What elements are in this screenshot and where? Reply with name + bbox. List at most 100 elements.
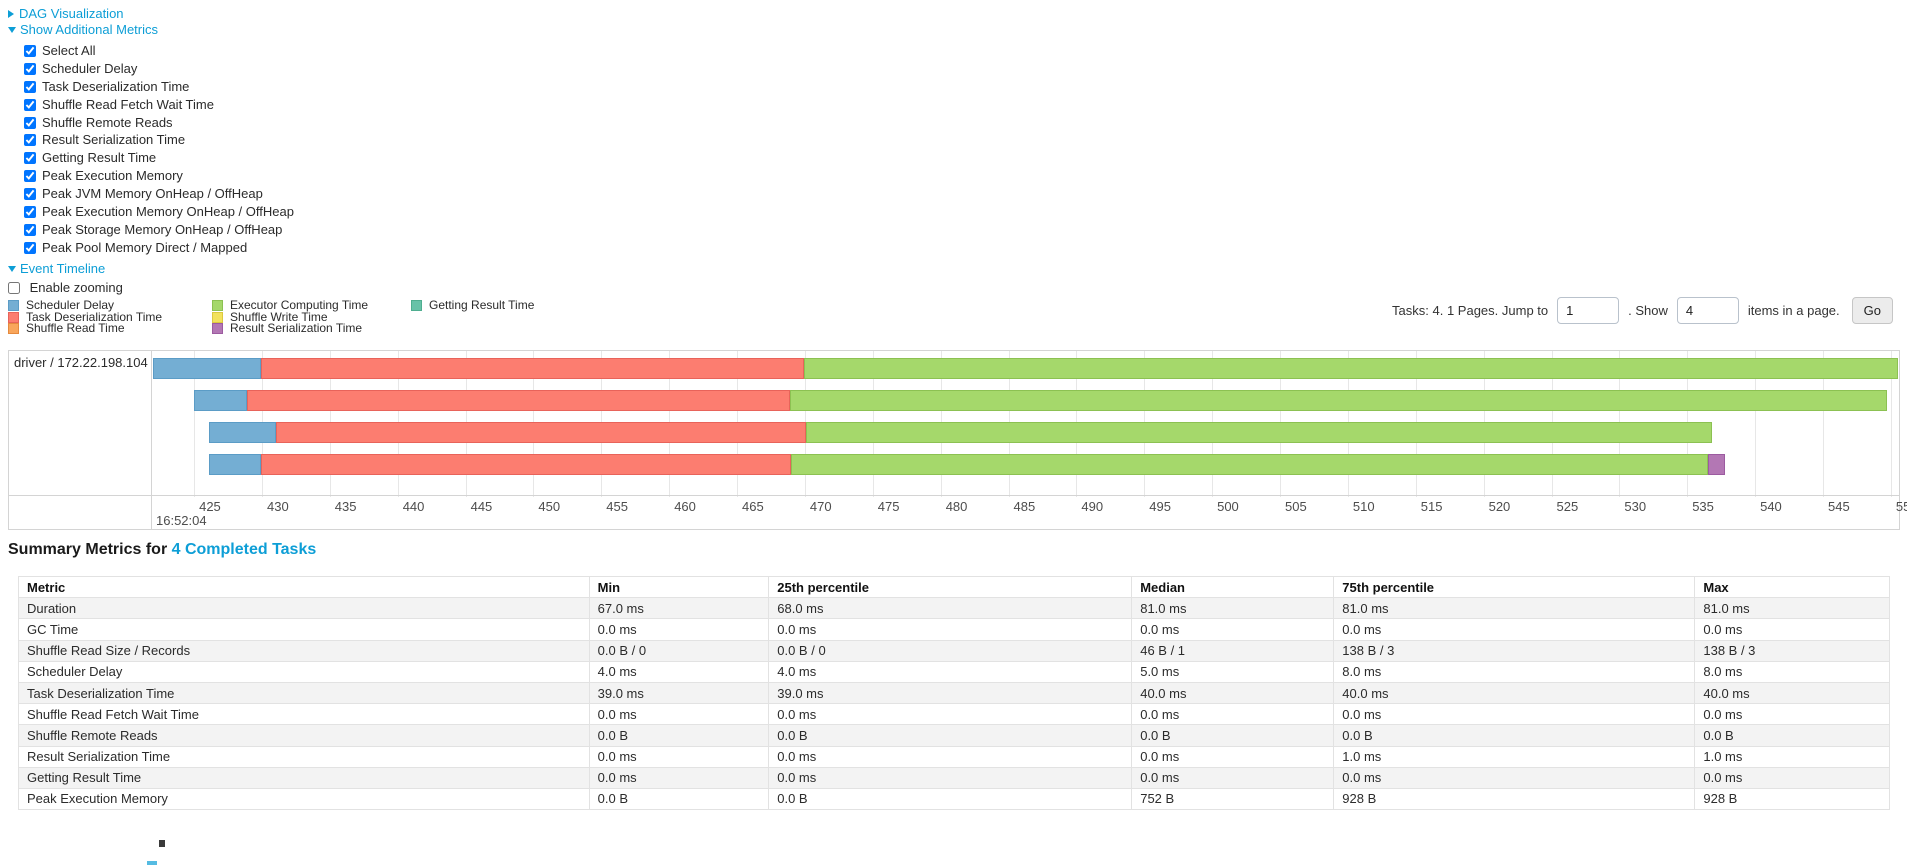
axis-tick-label: 510 (1352, 499, 1375, 514)
metric-name-cell: Scheduler Delay (18, 660, 590, 683)
metric-option-shuffle-remote-reads: Shuffle Remote Reads (24, 114, 294, 132)
legend-item-shuffle-write: Shuffle Write Time (212, 311, 397, 324)
metric-value-cell: 0.0 ms (1131, 766, 1335, 789)
metric-checkbox[interactable] (24, 223, 36, 236)
task-pagination: Tasks: 4. 1 Pages. Jump to . Show items … (1388, 294, 1893, 326)
metric-value-cell: 752 B (1131, 787, 1335, 811)
event-timeline-link[interactable]: Event Timeline (20, 260, 106, 276)
legend-column: Scheduler Delay Task Deserialization Time… (8, 298, 198, 335)
legend-item-getting-result: Getting Result Time (411, 299, 534, 312)
metric-checkbox[interactable] (24, 134, 36, 147)
legend-swatch-icon (8, 323, 19, 335)
metric-checkbox[interactable] (24, 116, 36, 129)
metric-option-shuffle-read-fetch-wait-time: Shuffle Read Fetch Wait Time (24, 96, 294, 114)
axis-tick-label: 535 (1692, 499, 1714, 514)
metric-value-cell: 0.0 ms (768, 745, 1133, 768)
jump-to-page-input[interactable] (1557, 296, 1620, 324)
completed-tasks-link[interactable]: 4 Completed Tasks (171, 541, 317, 558)
metric-value-cell: 928 B (1694, 787, 1890, 811)
go-button[interactable]: Go (1851, 296, 1893, 324)
legend-label: Task Deserialization Time (26, 309, 163, 324)
axis-tick-label: 475 (877, 499, 900, 514)
metric-value-cell: 138 B / 3 (1333, 639, 1696, 662)
timeline-task-row (152, 454, 1899, 475)
show-additional-metrics-link[interactable]: Show Additional Metrics (20, 22, 159, 37)
timeline-task-row (152, 422, 1899, 443)
metric-value-cell: 40.0 ms (1694, 681, 1890, 705)
column-header-metric: Metric (18, 575, 590, 599)
legend-column: Getting Result Time (411, 299, 534, 335)
stage-controls: DAG Visualization Show Additional Metric… (8, 6, 294, 296)
event-timeline-toggle[interactable]: Event Timeline (8, 261, 294, 277)
metric-checkbox[interactable] (24, 241, 36, 254)
axis-tick-label: 450 (538, 499, 561, 514)
metric-value-cell: 4.0 ms (588, 660, 770, 683)
task-segment-scheduler-delay[interactable] (194, 390, 247, 411)
metric-checkbox[interactable] (24, 188, 36, 201)
metric-value-cell: 0.0 B (1694, 724, 1890, 747)
task-segment-scheduler-delay[interactable] (209, 422, 276, 443)
table-row: Getting Result Time 0.0 ms 0.0 ms 0.0 ms 0.0… (18, 766, 1890, 789)
metric-value-cell: 5.0 ms (1131, 660, 1335, 683)
metric-option-getting-result-time: Getting Result Time (24, 149, 294, 167)
task-segment-task-deserialization[interactable] (275, 422, 807, 443)
metric-name-cell: Peak Execution Memory (18, 787, 590, 811)
timeline-task-row (152, 358, 1899, 379)
column-header-min: Min (588, 575, 770, 599)
metric-checkbox[interactable] (24, 170, 36, 183)
summary-title-prefix: Summary Metrics for (8, 541, 172, 558)
event-timeline-chart: driver / 172.22.198.104 16:52:04 425 430 4… (8, 350, 1907, 530)
axis-tick-label: 455 (606, 499, 628, 514)
metric-checkbox-label: Result Serialization Time (42, 132, 186, 148)
task-segment-task-deserialization[interactable] (260, 454, 792, 475)
metric-value-cell: 0.0 ms (1333, 766, 1696, 789)
metric-checkbox[interactable] (24, 62, 36, 75)
metric-value-cell: 39.0 ms (768, 681, 1133, 705)
task-segment-task-deserialization[interactable] (247, 390, 790, 411)
task-segment-scheduler-delay[interactable] (209, 454, 261, 475)
legend-label: Executor Computing Time (230, 298, 369, 312)
metric-checkbox[interactable] (24, 152, 36, 165)
axis-tick-label: 520 (1488, 499, 1511, 514)
timeline-task-row (152, 390, 1899, 411)
metric-value-cell: 0.0 B (1131, 724, 1335, 747)
items-per-page-input[interactable] (1676, 296, 1739, 324)
task-segment-scheduler-delay[interactable] (153, 358, 261, 379)
dag-visualization-link[interactable]: DAG Visualization (19, 6, 124, 21)
summary-metrics-table: Metric Min 25th percentile Median 75th perce… (18, 575, 1890, 811)
metric-option-select-all: Select All (24, 42, 294, 60)
task-segment-result-serialization[interactable] (1707, 454, 1726, 475)
metric-option-peak-jvm-memory-onheap-offheap: Peak JVM Memory OnHeap / OffHeap (24, 185, 294, 203)
metric-checkbox[interactable] (24, 80, 36, 93)
metric-value-cell: 928 B (1333, 787, 1696, 811)
metric-checkbox-label: Peak JVM Memory OnHeap / OffHeap (42, 186, 263, 202)
column-header-median: Median (1131, 575, 1335, 599)
metric-checkbox[interactable] (24, 206, 36, 219)
additional-metrics-checkbox-list: Select All Scheduler Delay Task Deserializ… (24, 42, 294, 257)
legend-label: Scheduler Delay (26, 298, 115, 312)
metric-name-cell: GC Time (18, 618, 590, 641)
metric-checkbox[interactable] (24, 98, 36, 111)
axis-tick-label: 430 (267, 499, 289, 514)
metric-value-cell: 0.0 ms (1333, 703, 1696, 726)
show-additional-metrics-toggle[interactable]: Show Additional Metrics (8, 22, 294, 38)
task-segment-executor-computing[interactable] (803, 358, 1898, 379)
axis-tick-label: 465 (742, 499, 764, 514)
task-segment-executor-computing[interactable] (791, 454, 1708, 475)
axis-tick-label: 485 (1013, 499, 1036, 514)
axis-tick-label: 460 (674, 499, 696, 514)
clipped-content-fragment (147, 861, 157, 865)
task-segment-executor-computing[interactable] (806, 422, 1712, 443)
summary-metrics-title: Summary Metrics for 4 Completed Tasks (8, 541, 316, 559)
metric-checkbox[interactable] (24, 45, 36, 57)
metric-option-peak-pool-memory-direct-mapped: Peak Pool Memory Direct / Mapped (24, 239, 294, 257)
table-row: Shuffle Read Fetch Wait Time 0.0 ms 0.0 ms… (18, 703, 1890, 726)
metric-value-cell: 0.0 ms (1131, 703, 1335, 726)
dag-visualization-toggle[interactable]: DAG Visualization (8, 6, 294, 22)
enable-zooming-checkbox[interactable] (8, 281, 20, 294)
task-segment-task-deserialization[interactable] (260, 358, 804, 379)
task-segment-executor-computing[interactable] (790, 390, 1887, 411)
table-row: Shuffle Remote Reads 0.0 B 0.0 B 0.0 B 0.0 B… (18, 724, 1890, 747)
clipped-content-fragment (159, 840, 165, 847)
timeline-group-column: driver / 172.22.198.104 (9, 351, 152, 529)
